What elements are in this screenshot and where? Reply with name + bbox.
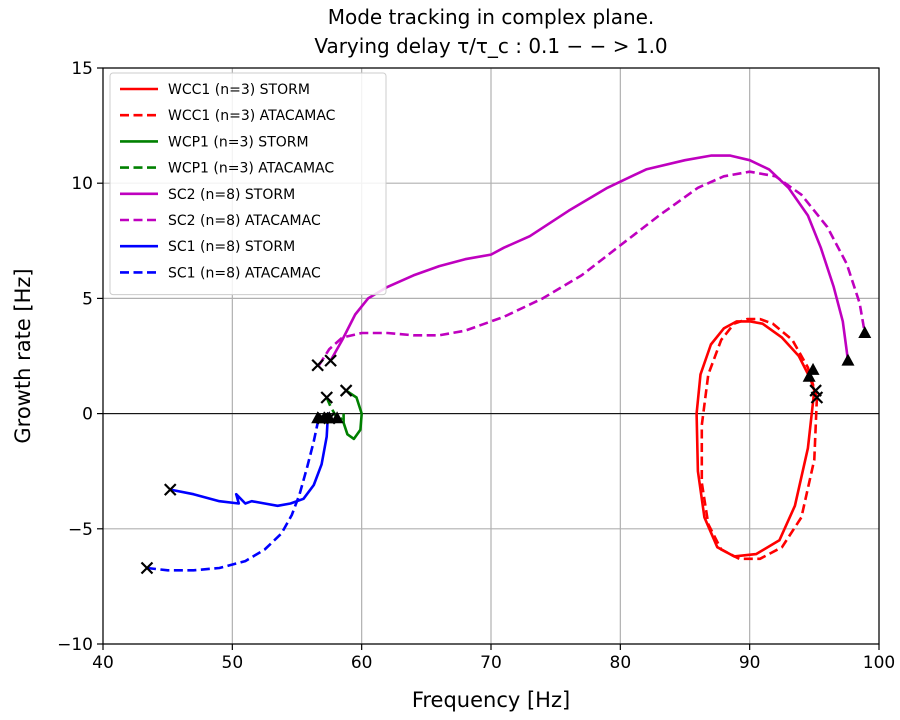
legend-label: SC1 (n=8) STORM: [168, 239, 295, 255]
x-tick-label: 80: [610, 653, 632, 673]
legend-label: WCC1 (n=3) STORM: [168, 82, 310, 98]
y-tick-label: −10: [57, 635, 93, 655]
start-marker-cross: [320, 391, 334, 404]
series-line-sc1-n-8-atacamac: [146, 417, 321, 572]
start-marker-cross: [324, 354, 337, 367]
start-marker-cross: [339, 384, 353, 397]
legend: WCC1 (n=3) STORM WCC1 (n=3) ATACAMAC WCP1 …: [109, 72, 387, 296]
chart-title-line-2: Varying delay τ/τ_c : 0.1 − − > 1.0: [314, 34, 667, 58]
x-tick-label: 90: [739, 653, 761, 673]
x-axis-label: Frequency [Hz]: [412, 688, 570, 712]
x-tick-label: 70: [480, 653, 502, 673]
end-marker-triangle: [802, 369, 816, 382]
end-marker-triangle: [841, 353, 855, 366]
y-tick-label: 15: [71, 59, 93, 79]
series-line-wcc1-n-3-atacamac: [700, 317, 819, 561]
legend-label: SC1 (n=8) ATACAMAC: [168, 265, 321, 281]
legend-label: SC2 (n=8) STORM: [168, 187, 295, 203]
x-tick-label: 50: [222, 653, 244, 673]
series-line-sc2-n-8-atacamac: [317, 170, 867, 366]
start-marker-cross: [311, 358, 324, 372]
start-marker-cross: [809, 384, 822, 397]
y-tick-label: 10: [71, 174, 93, 194]
end-marker-triangle: [330, 411, 344, 424]
start-marker-cross: [316, 411, 330, 425]
legend-box: [109, 72, 387, 296]
series-line-wcc1-n-3-storm: [695, 320, 816, 558]
chart-title-line-1: Mode tracking in complex plane.: [328, 5, 655, 29]
series-line-sc2-n-8-storm: [329, 154, 850, 362]
y-tick-label: −5: [68, 520, 93, 540]
legend-label: SC2 (n=8) ATACAMAC: [168, 213, 321, 229]
x-tick-label: 40: [92, 653, 114, 673]
y-axis-label: Growth rate [Hz]: [11, 268, 35, 443]
axis-ticks: 40 50 60 70 80 90 100 −10 −5 0 5 10 15: [57, 59, 895, 673]
legend-label: WCC1 (n=3) ATACAMAC: [168, 108, 336, 124]
series-line-wcp1-n-3-storm: [342, 389, 364, 441]
series-line-sc1-n-8-storm: [170, 412, 330, 508]
x-tick-label: 60: [351, 653, 373, 673]
end-marker-triangle: [858, 325, 872, 338]
start-marker-cross: [163, 483, 177, 496]
marker-layer: [140, 325, 872, 575]
x-tick-label: 100: [863, 653, 895, 673]
start-marker-cross: [140, 561, 154, 575]
end-marker-triangle: [806, 362, 820, 375]
y-tick-label: 5: [82, 289, 93, 309]
legend-label: WCP1 (n=3) STORM: [168, 134, 309, 150]
y-tick-label: 0: [82, 405, 93, 425]
legend-label: WCP1 (n=3) ATACAMAC: [168, 161, 334, 177]
